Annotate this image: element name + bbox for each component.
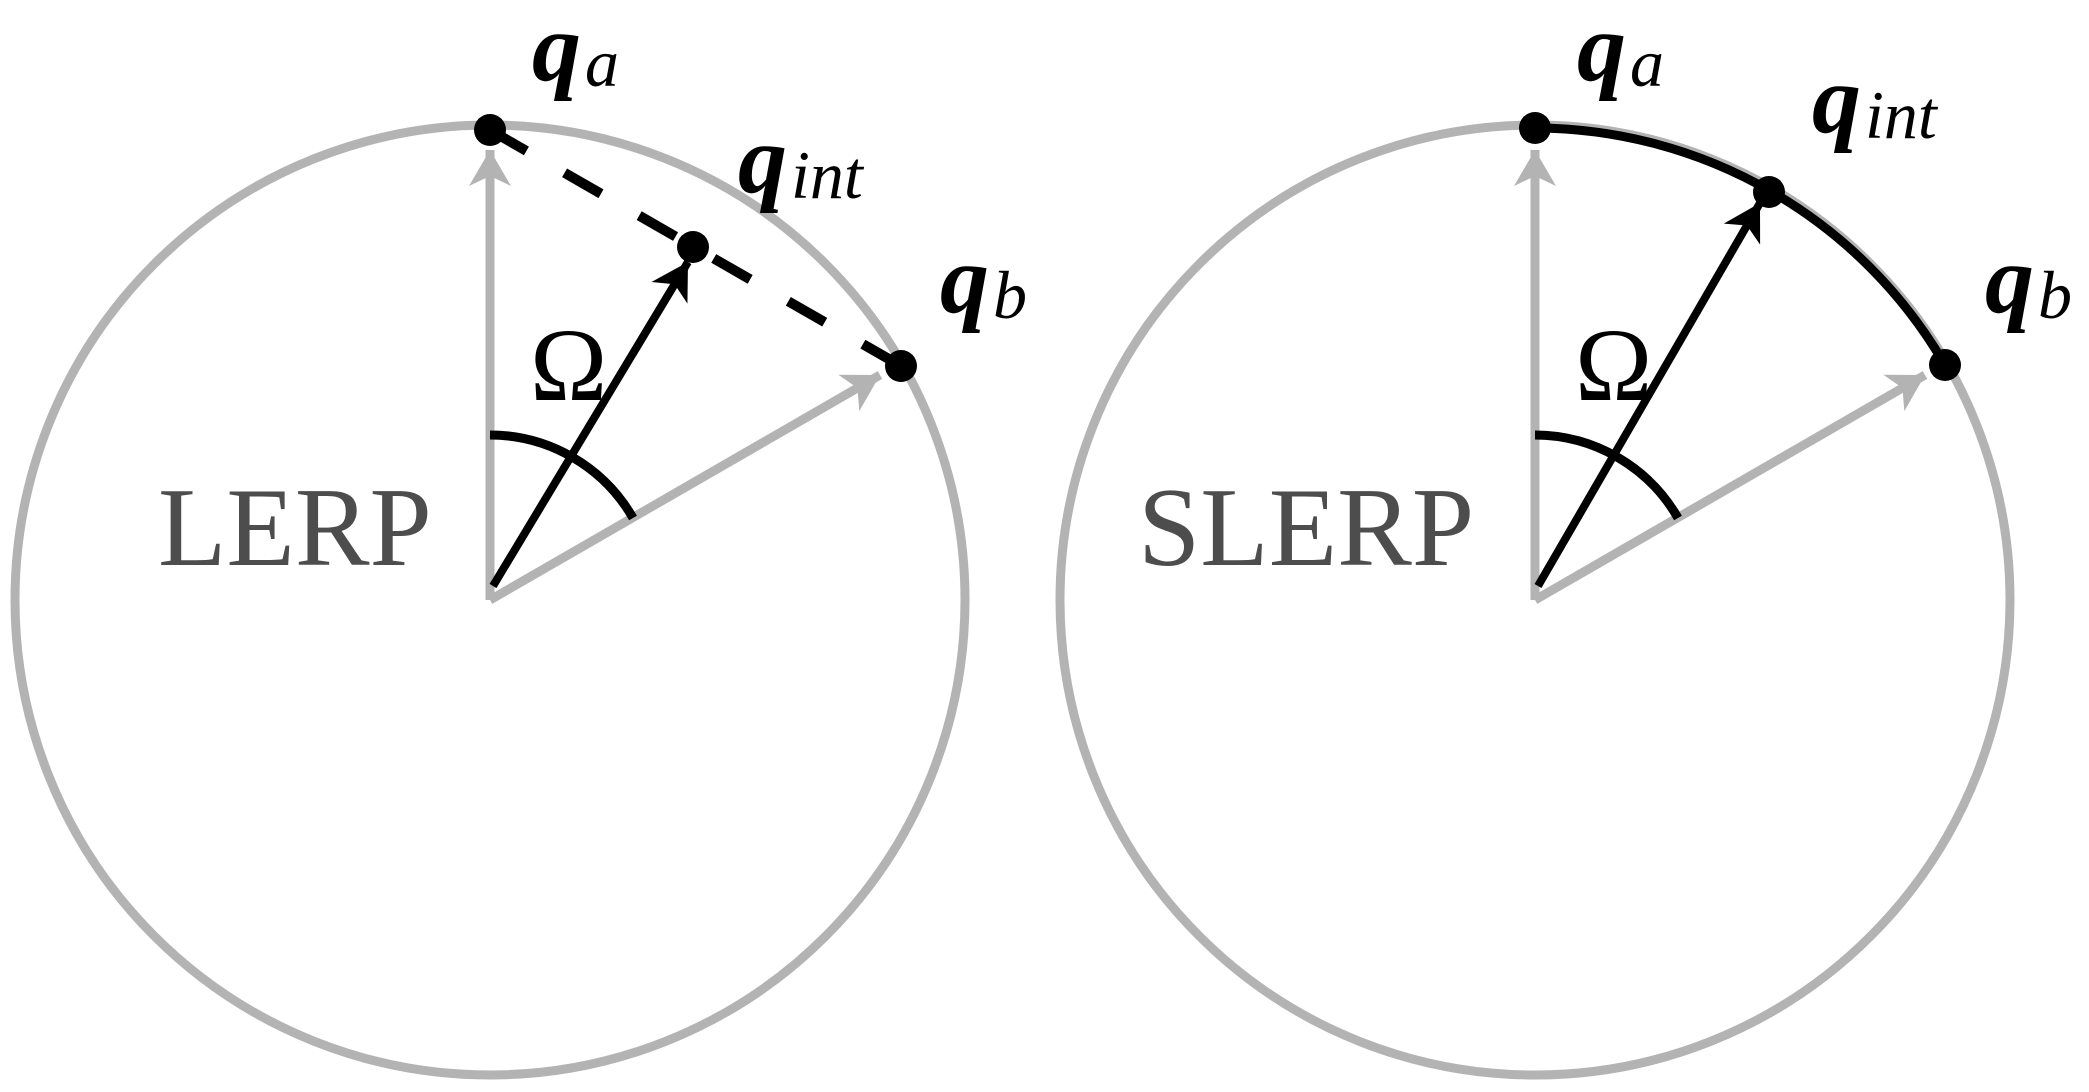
vector-qint	[489, 259, 692, 589]
vector-qint	[1534, 200, 1764, 589]
angle-arc	[1534, 430, 1682, 521]
point-qa	[474, 114, 506, 146]
point-qa	[1519, 112, 1551, 144]
label-qint: qint	[1812, 46, 1939, 154]
angle-label: Ω	[1575, 308, 1652, 423]
label-qa: qa	[532, 0, 619, 102]
point-qint	[677, 231, 709, 263]
label-qint: qint	[738, 106, 865, 214]
method-label: LERP	[158, 466, 432, 590]
label-qb: qb	[940, 226, 1027, 334]
vector-qb	[1532, 371, 1928, 604]
point-qb	[1929, 349, 1961, 381]
angle-label: Ω	[530, 308, 607, 423]
method-label: SLERP	[1138, 466, 1474, 590]
label-qa: qa	[1577, 0, 1664, 102]
label-qb: qb	[1985, 226, 2072, 334]
angle-arc	[489, 430, 637, 521]
point-qb	[885, 350, 917, 382]
point-qint	[1753, 176, 1785, 208]
vector-qb	[487, 371, 883, 604]
lerp-panel: LERP Ω qa qint qb	[10, 0, 1027, 1080]
slerp-panel: SLERP Ω qa qint qb	[1055, 0, 2072, 1080]
